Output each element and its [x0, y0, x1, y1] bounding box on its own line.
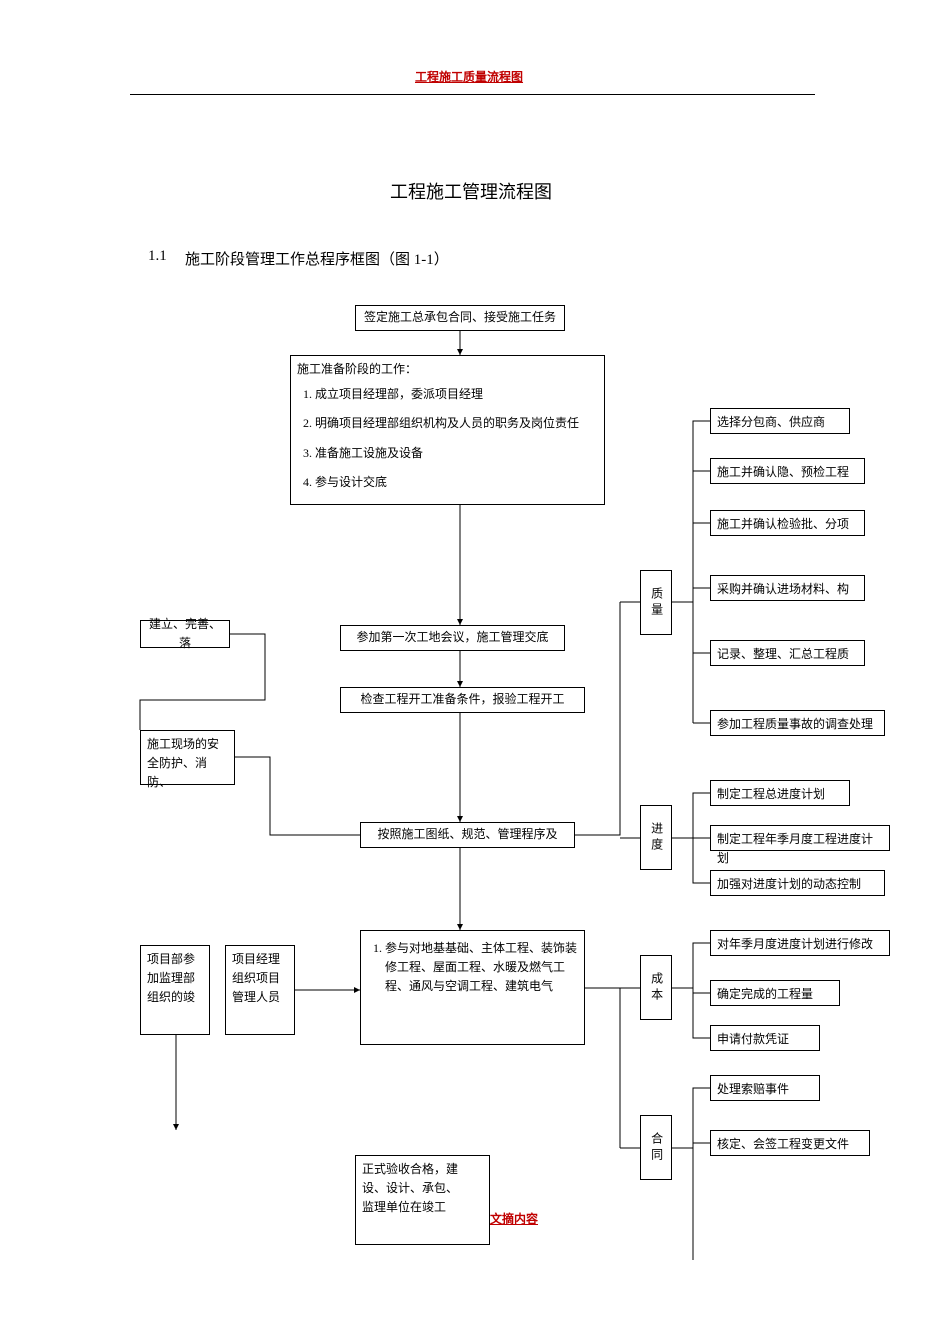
flowchart-node-r5: 记录、整理、汇总工程质: [710, 640, 865, 666]
header-rule: [130, 94, 815, 95]
flowchart-node-n4: 检查工程开工准备条件，报验工程开工: [340, 687, 585, 713]
flowchart-node-l1: 建立、完善、落: [140, 620, 230, 648]
flowchart-node-c3: 成本: [640, 955, 672, 1020]
flowchart-node-l2: 施工现场的安全防护、消防、: [140, 730, 235, 785]
document-page: 工程施工质量流程图 工程施工管理流程图 1.1 施工阶段管理工作总程序框图（图 …: [0, 0, 945, 1337]
flowchart-node-l3: 项目部参加监理部组织的竣: [140, 945, 210, 1035]
flowchart-node-n6: 参与对地基基础、主体工程、装饰装修工程、屋面工程、水暖及燃气工程、通风与空调工程…: [360, 930, 585, 1045]
flowchart-node-c1: 质量: [640, 570, 672, 635]
flowchart-node-r12: 申请付款凭证: [710, 1025, 820, 1051]
flowchart-node-r8: 制定工程年季月度工程进度计划: [710, 825, 890, 851]
flowchart-node-r13: 处理索赔事件: [710, 1075, 820, 1101]
flowchart-node-n5: 按照施工图纸、规范、管理程序及: [360, 822, 575, 848]
flowchart-node-r1: 选择分包商、供应商: [710, 408, 850, 434]
main-title: 工程施工管理流程图: [390, 178, 552, 204]
flowchart-node-r10: 对年季月度进度计划进行修改: [710, 930, 890, 956]
section-title: 施工阶段管理工作总程序框图（图 1-1）: [185, 248, 449, 269]
flowchart-node-n7: 正式验收合格，建设、设计、承包、监理单位在竣工: [355, 1155, 490, 1245]
flowchart-node-r9: 加强对进度计划的动态控制: [710, 870, 885, 896]
section-number: 1.1: [148, 248, 167, 265]
flowchart-node-n2: 施工准备阶段的工作：成立项目经理部，委派项目经理明确项目经理部组织机构及人员的职…: [290, 355, 605, 505]
flowchart-node-r14: 核定、会签工程变更文件: [710, 1130, 870, 1156]
flowchart-node-r6: 参加工程质量事故的调查处理: [710, 710, 885, 736]
flowchart-node-r11: 确定完成的工程量: [710, 980, 840, 1006]
flowchart-node-n1: 签定施工总承包合同、接受施工任务: [355, 305, 565, 331]
flowchart-node-l4: 项目经理组织项目管理人员: [225, 945, 295, 1035]
flowchart-node-n3: 参加第一次工地会议，施工管理交底: [340, 625, 565, 651]
flowchart-node-c4: 合同: [640, 1115, 672, 1180]
footer-text: 文摘内容: [490, 1210, 538, 1227]
flowchart-node-c2: 进度: [640, 805, 672, 870]
flowchart-node-r3: 施工并确认检验批、分项: [710, 510, 865, 536]
flowchart-node-r2: 施工并确认隐、预检工程: [710, 458, 865, 484]
header-title: 工程施工质量流程图: [415, 68, 523, 85]
flowchart-node-r7: 制定工程总进度计划: [710, 780, 850, 806]
flowchart-node-r4: 采购并确认进场材料、构: [710, 575, 865, 601]
